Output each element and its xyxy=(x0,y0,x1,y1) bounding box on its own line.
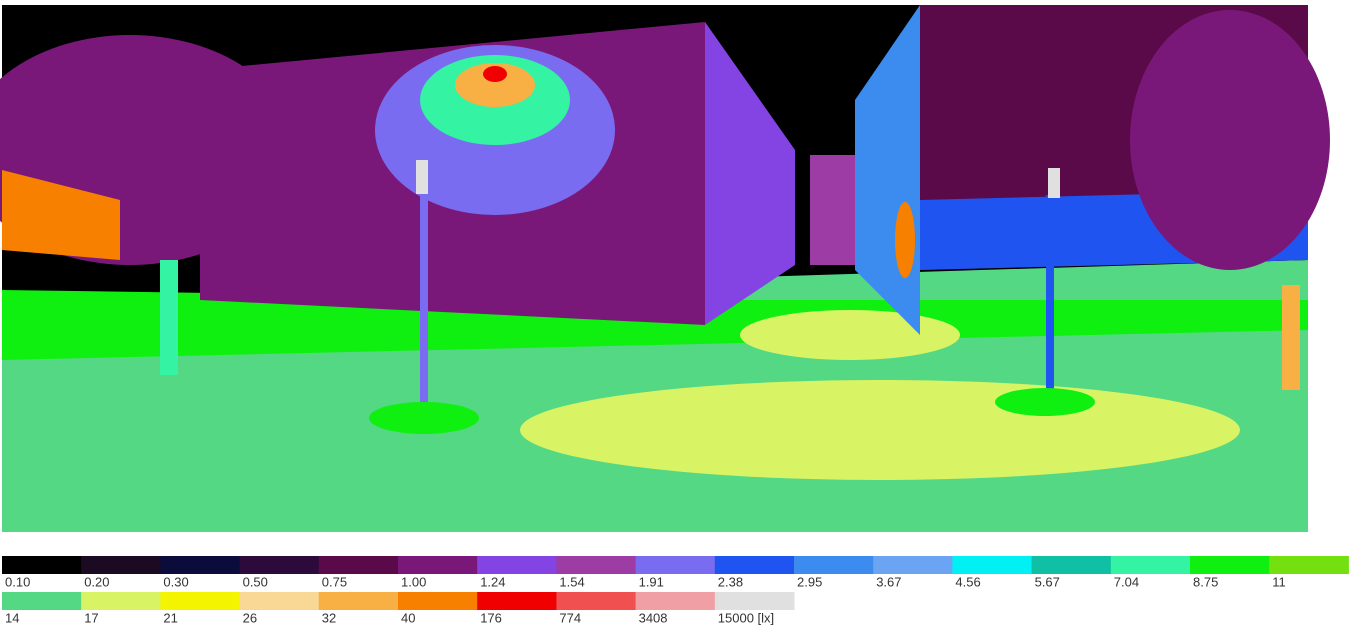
pole-foot xyxy=(369,402,479,434)
bright-area xyxy=(520,380,1240,480)
lamp xyxy=(416,160,428,194)
legend-swatch xyxy=(1269,556,1349,574)
legend-swatch xyxy=(398,592,478,610)
light-spot xyxy=(895,202,915,278)
legend-swatch xyxy=(714,556,795,574)
legend-swatch xyxy=(635,556,716,574)
legend-swatch xyxy=(318,592,399,610)
legend-swatch xyxy=(477,556,557,574)
legend-swatch xyxy=(160,592,241,610)
legend-label: 26 xyxy=(243,610,257,625)
wall xyxy=(705,22,795,325)
legend-swatch xyxy=(556,556,637,574)
rendering xyxy=(0,5,1330,532)
light-spot xyxy=(455,63,535,107)
legend-label: 5.67 xyxy=(1035,574,1060,589)
legend-label: 3408 xyxy=(639,610,668,625)
legend-swatch xyxy=(1110,556,1191,574)
wall xyxy=(810,155,855,265)
legend-swatch xyxy=(873,556,953,574)
legend-swatch xyxy=(952,556,1033,574)
ground-band xyxy=(2,290,1308,360)
pole xyxy=(1046,195,1054,405)
legend-swatch xyxy=(81,592,161,610)
tree-light xyxy=(2,170,120,260)
legend-label: 0.50 xyxy=(243,574,268,589)
light-spot xyxy=(483,66,507,82)
legend-swatch xyxy=(239,592,320,610)
legend-label: 0.75 xyxy=(322,574,347,589)
tree-trunk xyxy=(1282,285,1300,390)
legend-label: 17 xyxy=(84,610,98,625)
legend-swatch xyxy=(1031,556,1112,574)
legend-label: 4.56 xyxy=(955,574,980,589)
legend-swatch xyxy=(318,556,399,574)
legend-label: 1.24 xyxy=(480,574,505,589)
legend-label: 15000 [lx] xyxy=(718,610,774,625)
legend-label: 1.91 xyxy=(639,574,664,589)
legend-label: 3.67 xyxy=(876,574,901,589)
legend-swatch xyxy=(2,592,82,610)
legend-label: 21 xyxy=(163,610,177,625)
tree-crown xyxy=(1130,10,1330,270)
legend-label: 0.30 xyxy=(163,574,188,589)
legend-swatch xyxy=(635,592,716,610)
legend-label: 14 xyxy=(5,610,19,625)
legend-label: 1.54 xyxy=(559,574,584,589)
legend-swatch xyxy=(556,592,637,610)
legend-label: 32 xyxy=(322,610,336,625)
lamp xyxy=(1048,168,1060,198)
legend-label: 40 xyxy=(401,610,415,625)
legend-label: 11 xyxy=(1272,574,1286,589)
legend-swatch xyxy=(714,592,795,610)
legend-label: 774 xyxy=(559,610,581,625)
legend-label: 7.04 xyxy=(1114,574,1139,589)
legend-label: 0.10 xyxy=(5,574,30,589)
legend-swatch xyxy=(2,556,82,574)
legend-swatch xyxy=(398,556,478,574)
legend-swatch xyxy=(160,556,241,574)
legend-swatch xyxy=(477,592,557,610)
legend-label: 0.20 xyxy=(84,574,109,589)
pole-foot xyxy=(995,388,1095,416)
legend-label: 8.75 xyxy=(1193,574,1218,589)
legend-swatch xyxy=(239,556,320,574)
legend: 0.10 0.20 0.30 0.50 0.75 1.00 1.24 1.54 1.91 2.38… xyxy=(2,556,1349,625)
bright-area xyxy=(740,310,960,360)
pole xyxy=(420,190,428,415)
tree-trunk xyxy=(160,260,178,375)
legend-label: 176 xyxy=(480,610,502,625)
legend-label: 1.00 xyxy=(401,574,426,589)
legend-swatch xyxy=(1190,556,1270,574)
legend-label: 2.95 xyxy=(797,574,822,589)
legend-label: 2.38 xyxy=(718,574,743,589)
legend-swatch xyxy=(81,556,161,574)
legend-swatch xyxy=(794,556,874,574)
